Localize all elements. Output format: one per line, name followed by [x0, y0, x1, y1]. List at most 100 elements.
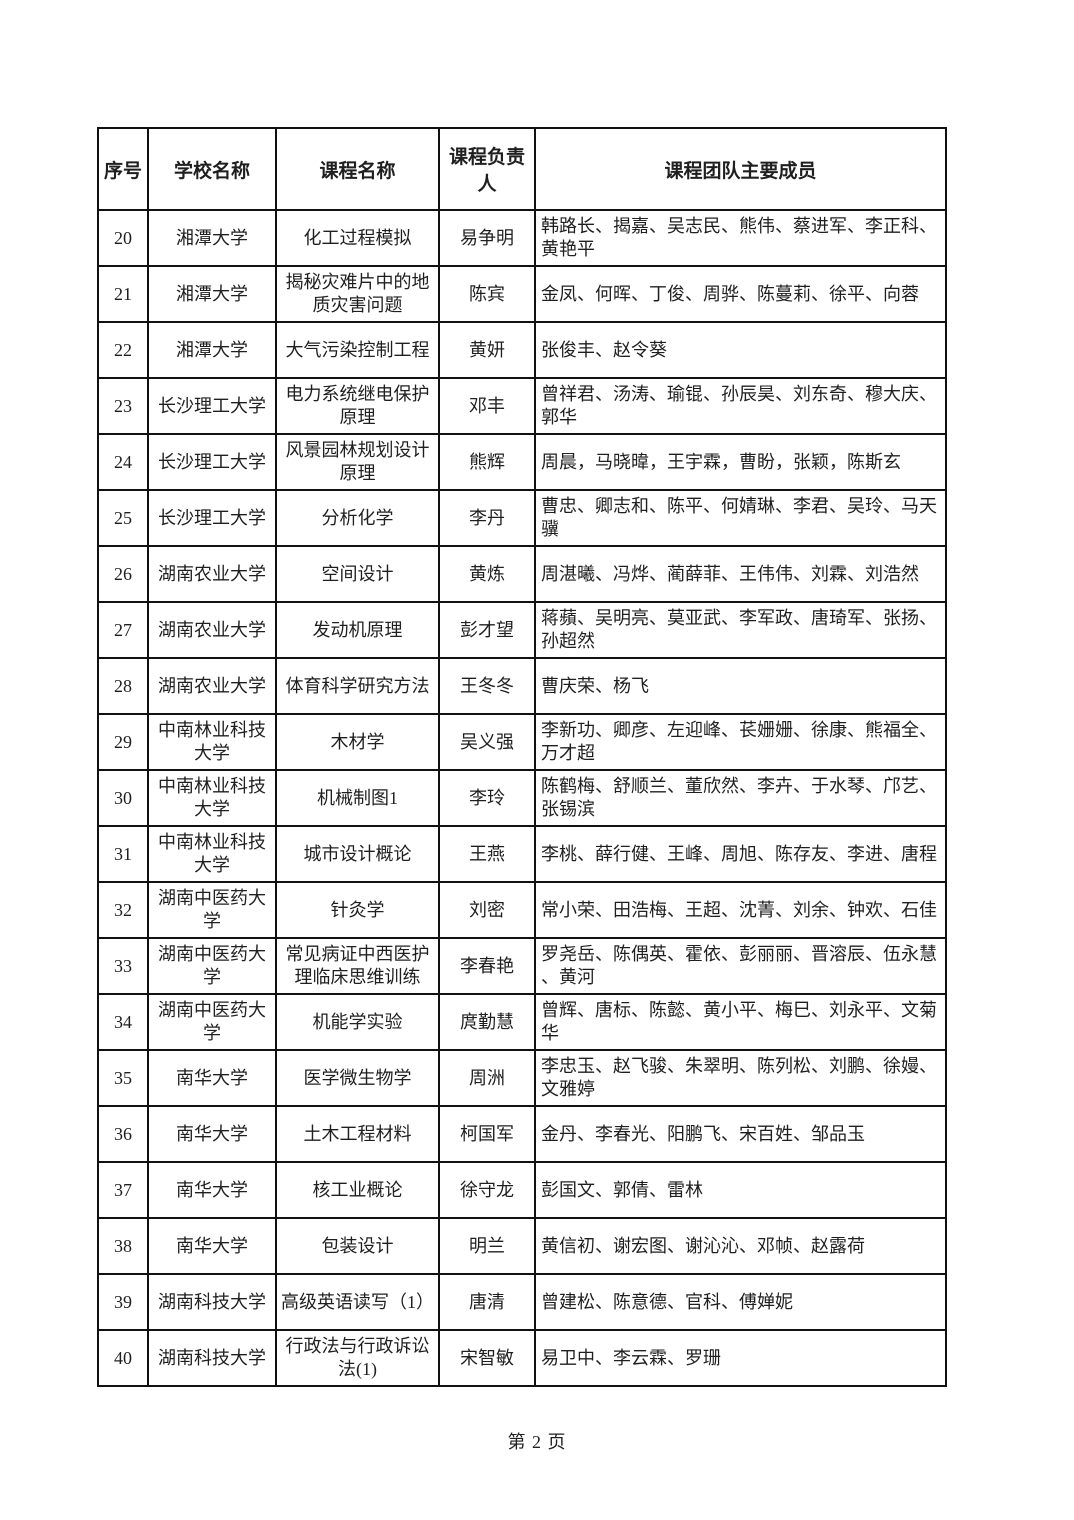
team-members-cell: 曹庆荣、杨飞	[534, 657, 947, 715]
row-number-cell: 35	[97, 1049, 149, 1107]
row-number-cell: 37	[97, 1161, 149, 1219]
school-name-cell: 长沙理工大学	[147, 489, 277, 547]
team-members-cell: 黄信初、谢宏图、谢沁沁、邓帧、赵露荷	[534, 1217, 947, 1275]
row-number-cell: 26	[97, 545, 149, 603]
school-name-cell: 湘潭大学	[147, 209, 277, 267]
row-number-cell: 27	[97, 601, 149, 659]
row-number-cell: 39	[97, 1273, 149, 1331]
school-name-cell: 南华大学	[147, 1105, 277, 1163]
team-members-cell: 常小荣、田浩梅、王超、沈菁、刘余、钟欢、石佳	[534, 881, 947, 939]
table-row: 35 南华大学 医学微生物学 周洲 李忠玉、赵飞骏、朱翠明、陈列松、刘鹏、徐嫚、…	[97, 1049, 947, 1107]
table-row: 22 湘潭大学 大气污染控制工程 黄妍 张俊丰、赵令葵	[97, 321, 947, 379]
team-members-cell: 李忠玉、赵飞骏、朱翠明、陈列松、刘鹏、徐嫚、文雅婷	[534, 1049, 947, 1107]
table-row: 23 长沙理工大学 电力系统继电保护原理 邓丰 曾祥君、汤涛、瑜锟、孙辰昊、刘东…	[97, 377, 947, 435]
row-number-cell: 21	[97, 265, 149, 323]
team-members-cell: 金丹、李春光、阳鹏飞、宋百姓、邹品玉	[534, 1105, 947, 1163]
course-leader-cell: 陈宾	[438, 265, 536, 323]
course-name-cell: 土木工程材料	[275, 1105, 440, 1163]
row-number-cell: 24	[97, 433, 149, 491]
school-name-cell: 长沙理工大学	[147, 433, 277, 491]
course-leader-cell: 王燕	[438, 825, 536, 883]
course-name-cell: 常见病证中西医护理临床思维训练	[275, 937, 440, 995]
school-name-cell: 湖南科技大学	[147, 1329, 277, 1387]
course-name-cell: 高级英语读写（1）	[275, 1273, 440, 1331]
course-leader-cell: 唐清	[438, 1273, 536, 1331]
course-leader-cell: 李玲	[438, 769, 536, 827]
table-row: 36 南华大学 土木工程材料 柯国军 金丹、李春光、阳鹏飞、宋百姓、邹品玉	[97, 1105, 947, 1163]
row-number-cell: 38	[97, 1217, 149, 1275]
course-leader-cell: 易争明	[438, 209, 536, 267]
team-members-cell: 金凤、何晖、丁俊、周骅、陈蔓莉、徐平、向蓉	[534, 265, 947, 323]
table-row: 37 南华大学 核工业概论 徐守龙 彭国文、郭倩、雷林	[97, 1161, 947, 1219]
course-leader-cell: 刘密	[438, 881, 536, 939]
table-row: 39 湖南科技大学 高级英语读写（1） 唐清 曾建松、陈意德、官科、傅婵妮	[97, 1273, 947, 1331]
team-members-cell: 陈鹤梅、舒顺兰、董欣然、李卉、于水琴、邝艺、张锡滨	[534, 769, 947, 827]
team-members-cell: 周湛曦、冯烨、蔺薛菲、王伟伟、刘霖、刘浩然	[534, 545, 947, 603]
team-members-cell: 韩路长、揭嘉、吴志民、熊伟、蔡进军、李正科、黄艳平	[534, 209, 947, 267]
school-name-cell: 湘潭大学	[147, 265, 277, 323]
course-leader-cell: 李丹	[438, 489, 536, 547]
school-name-cell: 中南林业科技大学	[147, 825, 277, 883]
table-row: 40 湖南科技大学 行政法与行政诉讼法(1) 宋智敏 易卫中、李云霖、罗珊	[97, 1329, 947, 1387]
page-number-footer: 第 2 页	[507, 1432, 567, 1452]
course-leader-cell: 黄炼	[438, 545, 536, 603]
row-number-cell: 36	[97, 1105, 149, 1163]
course-leader-cell: 王冬冬	[438, 657, 536, 715]
course-name-cell: 空间设计	[275, 545, 440, 603]
table-row: 25 长沙理工大学 分析化学 李丹 曹忠、卿志和、陈平、何婧琳、李君、吴玲、马天…	[97, 489, 947, 547]
table-row: 29 中南林业科技大学 木材学 吴义强 李新功、卿彦、左迎峰、苌姗姗、徐康、熊福…	[97, 713, 947, 771]
table-row: 24 长沙理工大学 风景园林规划设计原理 熊辉 周晨，马晓暐，王宇霖，曹盼，张颖…	[97, 433, 947, 491]
team-members-cell: 曾祥君、汤涛、瑜锟、孙辰昊、刘东奇、穆大庆、郭华	[534, 377, 947, 435]
course-name-cell: 机械制图1	[275, 769, 440, 827]
course-leader-cell: 庹勤慧	[438, 993, 536, 1051]
school-name-cell: 湖南中医药大学	[147, 881, 277, 939]
team-members-cell: 曾辉、唐标、陈懿、黄小平、梅巳、刘永平、文菊华	[534, 993, 947, 1051]
school-name-cell: 湖南农业大学	[147, 601, 277, 659]
row-number-cell: 33	[97, 937, 149, 995]
row-number-cell: 28	[97, 657, 149, 715]
row-number-cell: 25	[97, 489, 149, 547]
course-name-cell: 电力系统继电保护原理	[275, 377, 440, 435]
school-name-cell: 湖南科技大学	[147, 1273, 277, 1331]
table-row: 28 湖南农业大学 体育科学研究方法 王冬冬 曹庆荣、杨飞	[97, 657, 947, 715]
school-name-cell: 湖南中医药大学	[147, 993, 277, 1051]
table-row: 20 湘潭大学 化工过程模拟 易争明 韩路长、揭嘉、吴志民、熊伟、蔡进军、李正科…	[97, 209, 947, 267]
course-name-cell: 针灸学	[275, 881, 440, 939]
course-leader-cell: 宋智敏	[438, 1329, 536, 1387]
course-table-container: 序号 学校名称 课程名称 课程负责人 课程团队主要成员 20 湘潭大学 化工过程…	[97, 127, 947, 1387]
school-name-cell: 中南林业科技大学	[147, 769, 277, 827]
team-members-cell: 蒋蘋、吴明亮、莫亚武、李军政、唐琦军、张扬、孙超然	[534, 601, 947, 659]
table-row: 21 湘潭大学 揭秘灾难片中的地质灾害问题 陈宾 金凤、何晖、丁俊、周骅、陈蔓莉…	[97, 265, 947, 323]
course-leader-cell: 周洲	[438, 1049, 536, 1107]
table-row: 34 湖南中医药大学 机能学实验 庹勤慧 曾辉、唐标、陈懿、黄小平、梅巳、刘永平…	[97, 993, 947, 1051]
team-members-cell: 周晨，马晓暐，王宇霖，曹盼，张颖，陈斯玄	[534, 433, 947, 491]
course-name-cell: 医学微生物学	[275, 1049, 440, 1107]
course-leader-cell: 徐守龙	[438, 1161, 536, 1219]
course-name-cell: 木材学	[275, 713, 440, 771]
table-row: 30 中南林业科技大学 机械制图1 李玲 陈鹤梅、舒顺兰、董欣然、李卉、于水琴、…	[97, 769, 947, 827]
table-row: 33 湖南中医药大学 常见病证中西医护理临床思维训练 李春艳 罗尧岳、陈偶英、霍…	[97, 937, 947, 995]
table-row: 31 中南林业科技大学 城市设计概论 王燕 李桃、薛行健、王峰、周旭、陈存友、李…	[97, 825, 947, 883]
column-header-leader: 课程负责人	[438, 127, 536, 211]
course-name-cell: 化工过程模拟	[275, 209, 440, 267]
course-name-cell: 分析化学	[275, 489, 440, 547]
school-name-cell: 湖南农业大学	[147, 657, 277, 715]
course-name-cell: 包装设计	[275, 1217, 440, 1275]
row-number-cell: 30	[97, 769, 149, 827]
course-leader-cell: 熊辉	[438, 433, 536, 491]
team-members-cell: 曾建松、陈意德、官科、傅婵妮	[534, 1273, 947, 1331]
row-number-cell: 40	[97, 1329, 149, 1387]
table-header-row: 序号 学校名称 课程名称 课程负责人 课程团队主要成员	[97, 127, 947, 211]
row-number-cell: 34	[97, 993, 149, 1051]
course-name-cell: 揭秘灾难片中的地质灾害问题	[275, 265, 440, 323]
course-name-cell: 行政法与行政诉讼法(1)	[275, 1329, 440, 1387]
school-name-cell: 南华大学	[147, 1217, 277, 1275]
table-row: 38 南华大学 包装设计 明兰 黄信初、谢宏图、谢沁沁、邓帧、赵露荷	[97, 1217, 947, 1275]
school-name-cell: 南华大学	[147, 1049, 277, 1107]
team-members-cell: 罗尧岳、陈偶英、霍依、彭丽丽、晋溶辰、伍永慧、黄河	[534, 937, 947, 995]
school-name-cell: 南华大学	[147, 1161, 277, 1219]
course-leader-cell: 彭才望	[438, 601, 536, 659]
team-members-cell: 易卫中、李云霖、罗珊	[534, 1329, 947, 1387]
course-leader-cell: 李春艳	[438, 937, 536, 995]
course-name-cell: 机能学实验	[275, 993, 440, 1051]
